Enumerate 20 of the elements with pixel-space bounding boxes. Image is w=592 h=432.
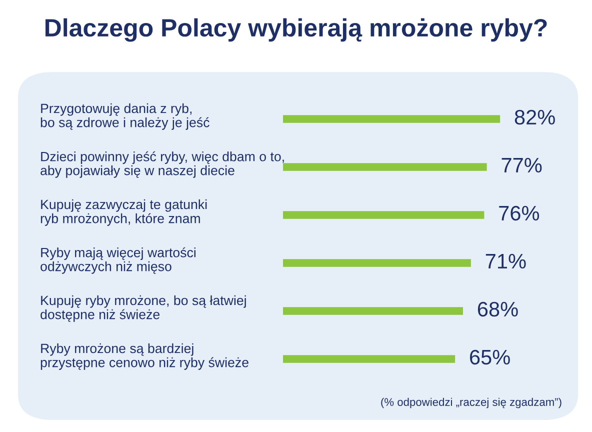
y-tick-label: Kupuję ryby mrożone, bo są łatwiej dostępne niż świeże [40, 295, 246, 322]
data-label: 65% [470, 350, 510, 365]
y-tick-label: Ryby mają więcej wartości odżywczych niż mięso [40, 247, 196, 274]
bar [283, 355, 456, 363]
data-label: 71% [486, 254, 526, 269]
data-label: 76% [499, 206, 540, 221]
data-label: 77% [502, 158, 542, 173]
data-label: 82% [514, 110, 555, 125]
chart-title: Dlaczego Polacy wybierają mrożone ryby? [46, 18, 547, 42]
data-label: 68% [478, 302, 518, 317]
bar [283, 115, 500, 123]
bar [283, 307, 464, 315]
y-tick-label: Kupuję zazwyczaj te gatunki ryb mrożonych, które znam [40, 199, 207, 226]
y-tick-label: Ryby mrożone są bardziej przystępne cenowo niż ryby świeże [40, 343, 248, 370]
y-tick-label: Dzieci powinny jeść ryby, więc dbam o to, aby pojawiały się w naszej diecie [40, 151, 284, 178]
bar [283, 163, 487, 171]
y-tick-label: Przygotowuję dania z ryb, bo są zdrowe i należy je jeść [40, 103, 210, 130]
bar [283, 259, 471, 267]
text: (% odpowiedzi „raczej się zgadzam”) [381, 398, 562, 408]
bar [283, 211, 484, 219]
